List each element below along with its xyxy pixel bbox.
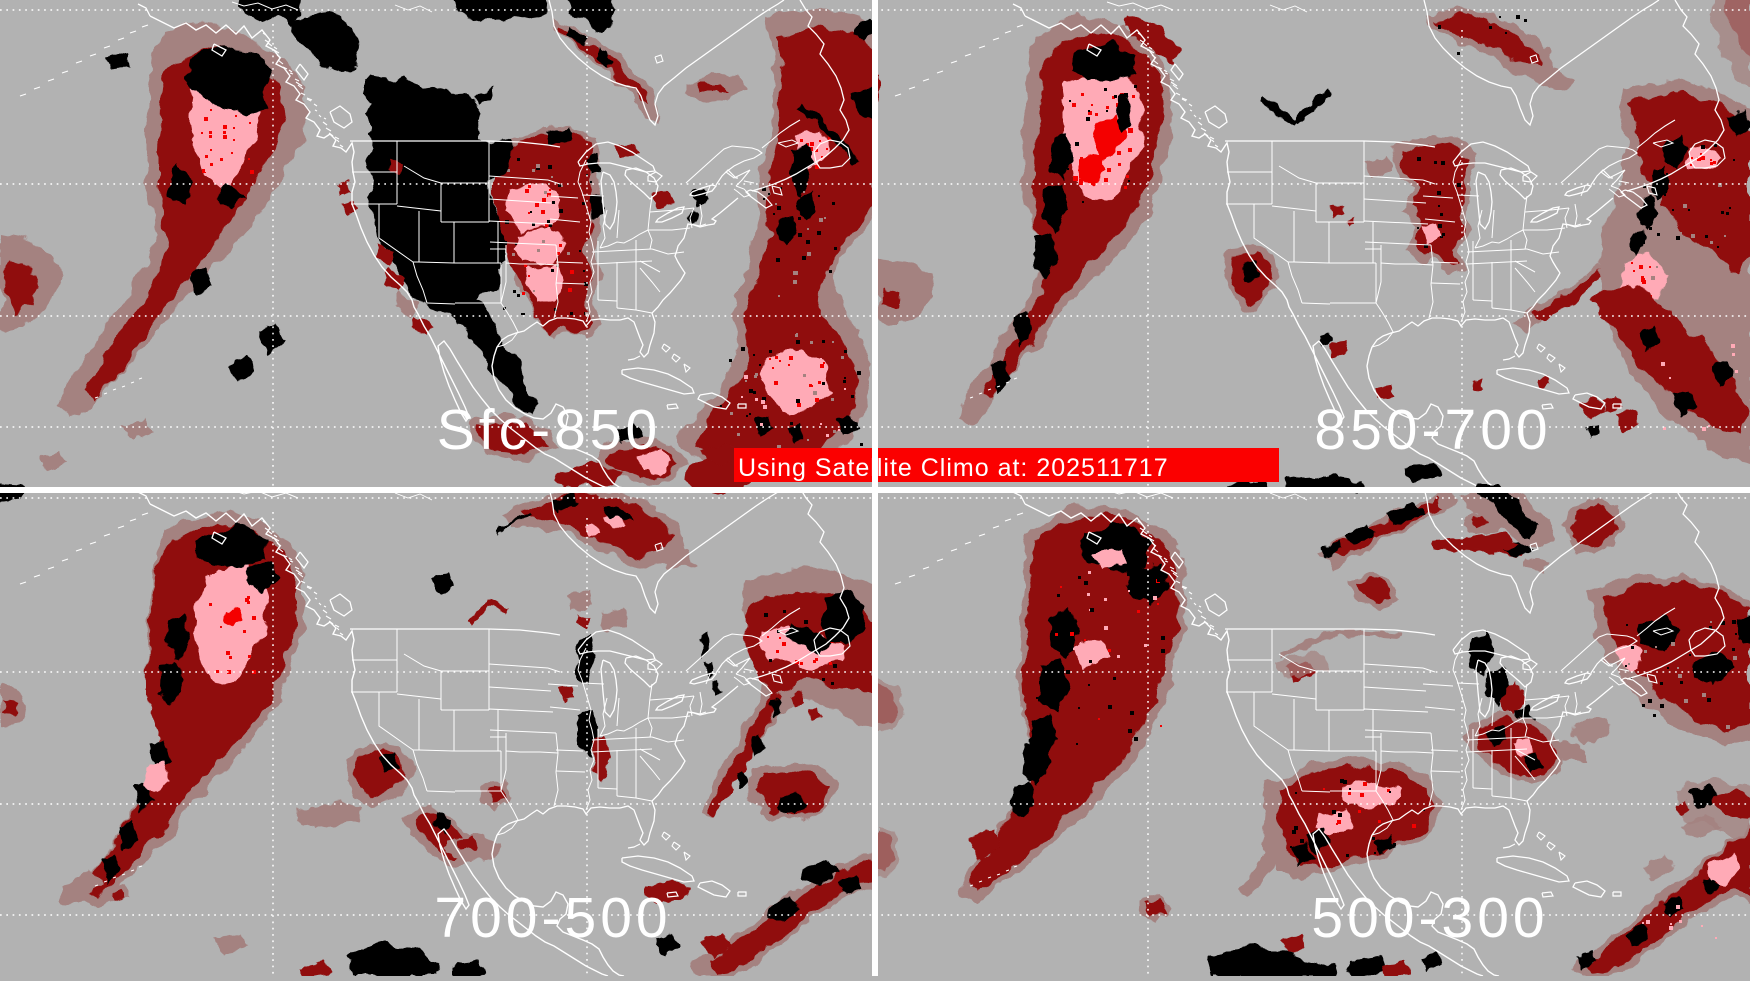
svg-text:500-300: 500-300	[1311, 886, 1548, 950]
svg-text:700-500: 700-500	[434, 886, 671, 950]
svg-text:Sfc-850: Sfc-850	[437, 398, 661, 462]
svg-text:850-700: 850-700	[1314, 398, 1551, 462]
svg-text:Using Satellite Climo at: 2025: Using Satellite Climo at: 202511717	[738, 454, 1169, 482]
